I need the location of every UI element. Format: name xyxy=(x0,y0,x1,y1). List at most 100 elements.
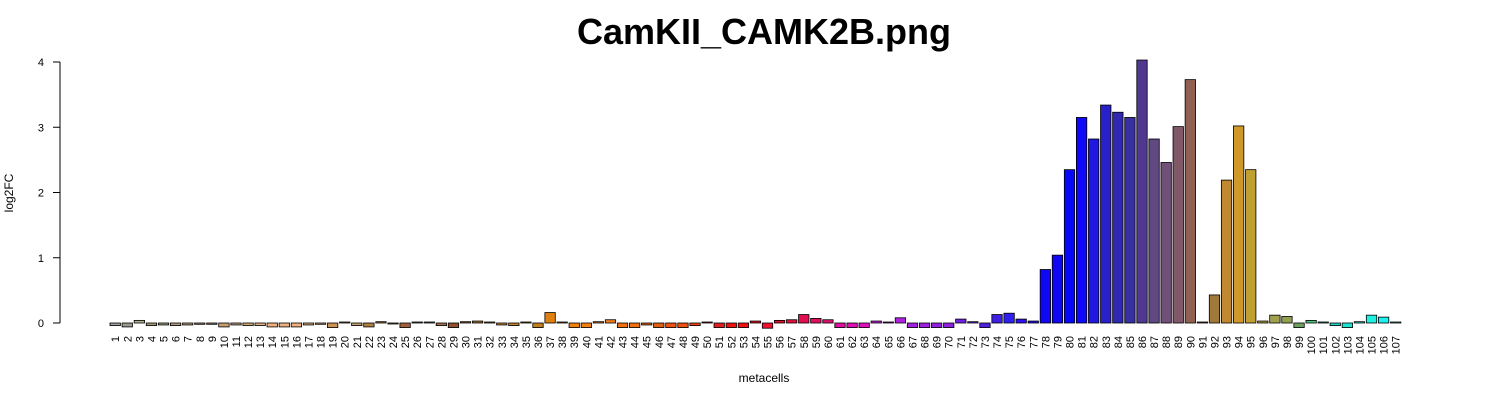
x-tick-label: 56 xyxy=(775,336,787,348)
x-tick-label: 105 xyxy=(1367,336,1379,354)
x-tick-label: 44 xyxy=(630,336,642,348)
bar-26 xyxy=(411,321,423,324)
x-tick-label: 62 xyxy=(847,336,859,348)
bar-38 xyxy=(556,321,568,324)
x-tick-label: 79 xyxy=(1052,336,1064,348)
bar-3 xyxy=(133,319,145,324)
y-axis: 0 1 2 3 4 xyxy=(38,57,61,330)
x-tick-label: 78 xyxy=(1040,336,1052,348)
x-tick-label: 1 xyxy=(110,336,122,342)
x-tick-label: 37 xyxy=(545,336,557,348)
bar-54 xyxy=(749,320,762,324)
x-tick-label: 52 xyxy=(726,336,738,348)
x-tick-label: 32 xyxy=(485,336,497,348)
bar-95 xyxy=(1245,169,1257,324)
x-tick-label: 72 xyxy=(968,336,980,348)
x-tick-label: 23 xyxy=(376,336,388,348)
bar-100 xyxy=(1305,319,1317,324)
x-tick-label: 57 xyxy=(787,336,799,348)
x-tick-label: 53 xyxy=(738,336,750,348)
bar-10 xyxy=(218,322,230,328)
x-tick-label: 89 xyxy=(1173,336,1185,348)
bar-96 xyxy=(1257,320,1269,324)
x-tick-label: 49 xyxy=(690,336,702,348)
bar-73 xyxy=(979,322,991,328)
x-tick-label: 22 xyxy=(364,336,376,348)
bar-36 xyxy=(532,322,544,328)
x-tick-label: 50 xyxy=(702,336,714,348)
bar-58 xyxy=(798,314,810,324)
bar-69 xyxy=(931,322,943,328)
x-tick-label: 59 xyxy=(811,336,823,348)
x-tick-label: 90 xyxy=(1185,336,1197,348)
x-tick-label: 34 xyxy=(509,336,521,348)
x-tick-label: 40 xyxy=(581,336,593,348)
x-tick-label: 87 xyxy=(1149,336,1161,348)
x-tick-label: 81 xyxy=(1077,336,1089,348)
bar-4 xyxy=(145,322,158,327)
bar-37 xyxy=(544,312,556,324)
bar-46 xyxy=(653,322,665,328)
x-tick-label: 11 xyxy=(231,336,243,347)
bar-70 xyxy=(943,322,955,328)
x-tick-label: 64 xyxy=(871,336,883,348)
bar-42 xyxy=(604,319,617,324)
bar-99 xyxy=(1293,322,1305,328)
bar-2 xyxy=(121,322,133,328)
x-tick-label: 71 xyxy=(956,336,968,348)
bar-22 xyxy=(363,322,375,328)
bar-25 xyxy=(399,322,411,328)
x-tick-label: 97 xyxy=(1270,336,1282,348)
x-tick-label: 9 xyxy=(207,336,219,342)
x-tick-label: 26 xyxy=(412,336,424,348)
bar-94 xyxy=(1233,125,1245,324)
x-tick-label: 77 xyxy=(1028,336,1040,348)
bars xyxy=(109,59,1402,329)
x-tick-label: 94 xyxy=(1234,336,1246,348)
bar-77 xyxy=(1027,320,1039,324)
x-tick-label: 100 xyxy=(1306,336,1318,354)
x-tick-label: 92 xyxy=(1209,336,1221,348)
bar-65 xyxy=(882,321,894,324)
bar-101 xyxy=(1317,321,1329,324)
x-tick-label: 95 xyxy=(1246,336,1258,348)
x-tick-label: 67 xyxy=(907,336,919,348)
x-tick-label: 75 xyxy=(1004,336,1016,348)
y-tick-label: 4 xyxy=(38,57,44,69)
x-tick-label: 69 xyxy=(932,336,944,348)
bar-67 xyxy=(906,322,919,328)
x-tick-label: 104 xyxy=(1354,336,1366,354)
x-tick-label: 55 xyxy=(763,336,775,348)
x-tick-label: 18 xyxy=(316,336,328,348)
bar-19 xyxy=(327,322,339,328)
x-tick-label: 70 xyxy=(944,336,956,348)
x-tick-label: 30 xyxy=(461,336,473,348)
x-tick-label: 98 xyxy=(1282,336,1294,348)
bar-30 xyxy=(459,321,472,324)
bar-90 xyxy=(1184,79,1196,324)
bar-34 xyxy=(508,322,520,327)
x-tick-label: 96 xyxy=(1258,336,1270,348)
bar-23 xyxy=(375,321,387,324)
chart-title: CamKII_CAMK2B.png xyxy=(577,11,951,52)
bar-61 xyxy=(834,322,846,328)
x-tick-label: 58 xyxy=(799,336,811,348)
bar-68 xyxy=(918,322,931,328)
bar-44 xyxy=(629,322,641,328)
x-tick-label: 65 xyxy=(883,336,895,348)
bar-5 xyxy=(157,322,170,326)
bar-71 xyxy=(955,318,967,324)
bar-53 xyxy=(737,322,749,328)
x-tick-label: 107 xyxy=(1391,336,1403,354)
x-tick-label: 68 xyxy=(920,336,932,348)
bar-43 xyxy=(616,322,629,328)
x-tick-label: 4 xyxy=(146,336,158,342)
x-tick-label: 60 xyxy=(823,336,835,348)
bar-8 xyxy=(194,322,206,325)
bar-7 xyxy=(182,322,194,326)
bar-18 xyxy=(314,322,327,325)
x-tick-label: 33 xyxy=(497,336,509,348)
x-tick-label: 54 xyxy=(750,336,762,348)
bar-16 xyxy=(290,322,303,328)
x-tick-label: 106 xyxy=(1379,336,1391,354)
